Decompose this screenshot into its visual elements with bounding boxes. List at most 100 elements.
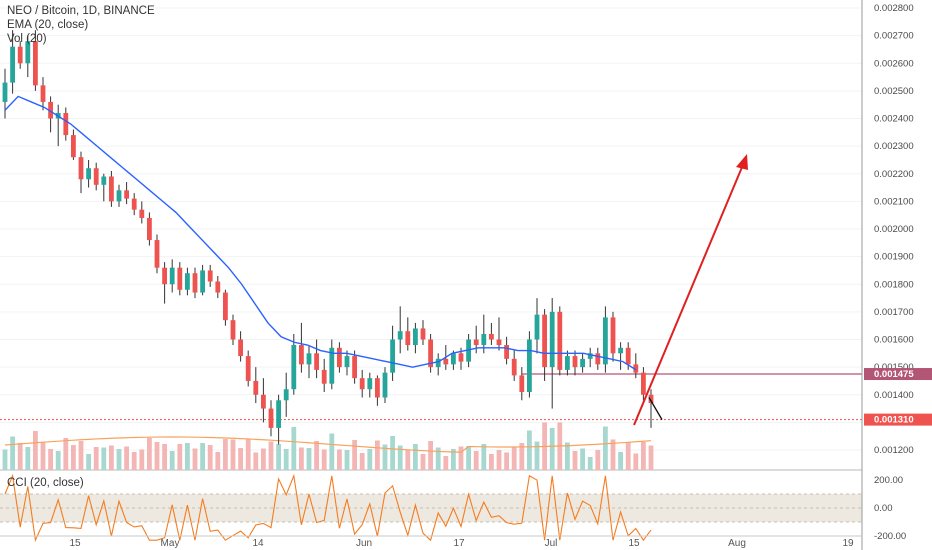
candle-body: [565, 356, 570, 370]
candle-body: [435, 358, 441, 368]
volume-bar: [177, 444, 183, 470]
cci-tick-label: -200.00: [874, 531, 906, 542]
small-trend-line: [648, 397, 663, 420]
volume-bar: [162, 444, 167, 470]
candle-body: [527, 339, 532, 392]
candle-body: [473, 339, 479, 346]
volume-bar: [648, 445, 654, 470]
volume-bar: [261, 448, 266, 470]
date-tick-label: Aug: [728, 538, 746, 549]
volume-bar: [276, 444, 281, 470]
candle-body: [291, 345, 297, 390]
projection-drawings: [633, 154, 748, 426]
current-price-badge: 0.001310: [874, 415, 914, 426]
current-price-badge-bg: [864, 413, 932, 426]
candle-body: [511, 358, 517, 376]
candle-body: [63, 112, 69, 136]
candle-body: [458, 353, 464, 362]
candle-body: [40, 85, 46, 102]
price-tick-label: 0.001200: [874, 445, 914, 456]
volume-bar: [299, 447, 304, 470]
arrow-head: [736, 154, 748, 170]
candle-body: [71, 135, 76, 158]
candle-body: [116, 190, 122, 202]
projection-arrow: [633, 159, 746, 426]
candle-body: [200, 270, 205, 293]
candle-body: [147, 217, 152, 241]
symbol-title[interactable]: NEO / Bitcoin, 1D, BINANCE: [7, 5, 155, 17]
candle-body: [337, 347, 342, 368]
volume-bar: [473, 451, 479, 470]
volume-bar: [511, 447, 517, 470]
volume-bar: [2, 449, 8, 470]
level-badge: 0.001475: [874, 369, 914, 380]
candle-body: [283, 389, 289, 401]
volume-bar: [610, 439, 616, 470]
volume-bar: [17, 443, 23, 470]
candle-body: [2, 82, 8, 102]
candle-body: [542, 314, 547, 368]
candle-body: [549, 311, 555, 368]
volume-bar: [549, 428, 555, 470]
cci-range-band: [0, 494, 862, 522]
candle-body: [633, 364, 639, 373]
candle-body: [245, 356, 251, 381]
price-tick-label: 0.001400: [874, 390, 914, 401]
chart-legend: NEO / Bitcoin, 1D, BINANCE EMA (20, clos…: [7, 4, 155, 46]
volume-bar: [390, 436, 395, 470]
axis-background: [863, 0, 932, 550]
cci-tick-label: 200.00: [874, 475, 903, 486]
candle-body: [48, 101, 53, 119]
candle-body: [382, 372, 388, 398]
volume-bar: [413, 444, 418, 470]
volume-bar: [154, 442, 160, 470]
price-tick-label: 0.002400: [874, 114, 914, 125]
candle-body: [314, 353, 319, 370]
candle-body: [10, 46, 15, 83]
volume-bar: [375, 440, 380, 470]
date-tick-label: 19: [842, 538, 854, 549]
volume-bar: [71, 445, 76, 470]
candle-body: [413, 328, 418, 346]
price-tick-label: 0.002000: [874, 224, 914, 235]
candle-body: [101, 176, 107, 185]
volume-ma-line: [4, 436, 652, 453]
candle-body: [299, 345, 304, 365]
candle-body: [648, 394, 654, 404]
candle-body: [25, 41, 31, 64]
candle-body: [595, 353, 601, 365]
candle-body: [185, 273, 190, 290]
candle-body: [405, 331, 411, 346]
volume-bar: [603, 426, 608, 470]
volume-bar: [10, 436, 15, 470]
volume-bar: [86, 454, 91, 470]
vol-legend[interactable]: Vol (20): [7, 33, 47, 45]
volume-ma: [4, 436, 652, 453]
candle-body: [276, 400, 281, 428]
price-tick-label: 0.001900: [874, 252, 914, 263]
ema-legend[interactable]: EMA (20, close): [7, 19, 89, 31]
volume-bar: [344, 450, 350, 470]
volume-bar: [580, 448, 585, 470]
volume-bar: [595, 450, 601, 470]
date-tick-label: May: [161, 538, 180, 549]
candle-body: [86, 168, 91, 180]
volume-bar: [443, 456, 449, 470]
candle-body: [238, 339, 243, 357]
volume-bar: [291, 427, 297, 470]
candle-body: [223, 292, 228, 321]
volume-bar: [504, 452, 509, 470]
cci-legend[interactable]: CCI (20, close): [7, 477, 84, 489]
date-tick-label: Jun: [356, 538, 372, 549]
volume-bar: [93, 447, 99, 470]
volume-bar: [359, 453, 365, 470]
volume-bar: [527, 430, 532, 470]
volume-bar: [428, 441, 433, 470]
volume-bar: [48, 449, 53, 470]
date-tick-label: 15: [628, 538, 640, 549]
price-tick-label: 0.002300: [874, 141, 914, 152]
candle-body: [610, 317, 616, 354]
candle-body: [207, 270, 213, 282]
